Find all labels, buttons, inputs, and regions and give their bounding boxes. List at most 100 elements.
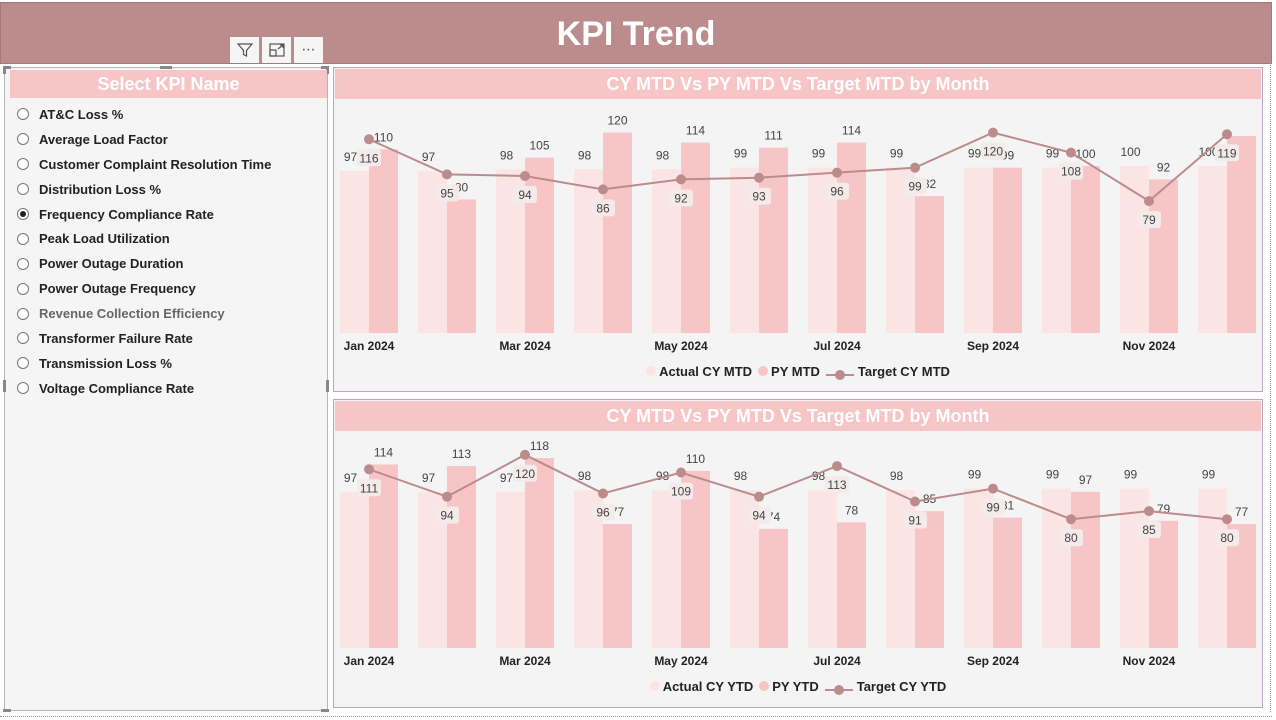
filter-icon[interactable] — [230, 37, 259, 63]
radio-button[interactable] — [17, 282, 29, 295]
slicer-item[interactable]: Peak Load Utilization — [17, 226, 271, 251]
slicer-item[interactable]: Transformer Failure Rate — [17, 326, 271, 351]
focus-mode-icon[interactable] — [262, 37, 291, 63]
legend-label: PY YTD — [772, 679, 819, 694]
bar-actual — [340, 491, 369, 648]
data-label-actual: 98 — [578, 148, 592, 162]
resize-handle[interactable] — [326, 66, 329, 74]
legend-item-py[interactable]: PY MTD — [758, 364, 820, 379]
data-label-target: 91 — [908, 513, 922, 527]
slicer-item-label: AT&C Loss % — [39, 106, 124, 122]
radio-button[interactable] — [17, 257, 29, 270]
data-label-target: 120 — [983, 145, 1003, 159]
slicer-item[interactable]: Transmission Loss % — [17, 351, 271, 376]
target-point — [1066, 514, 1076, 525]
slicer-item[interactable]: Power Outage Duration — [17, 251, 271, 276]
bar-actual — [886, 167, 915, 333]
report-header: KPI Trend — [0, 2, 1272, 64]
radio-button[interactable] — [17, 158, 29, 171]
data-label-actual: 98 — [578, 469, 592, 483]
target-point — [1222, 514, 1232, 525]
x-tick-label: Mar 2024 — [499, 654, 551, 668]
resize-handle[interactable] — [321, 709, 329, 712]
radio-button[interactable] — [17, 307, 29, 320]
radio-button[interactable] — [17, 357, 29, 370]
slicer-item[interactable]: Revenue Collection Efficiency — [17, 301, 271, 326]
bar-actual — [808, 490, 837, 648]
resize-handle[interactable] — [3, 66, 6, 74]
target-label-box — [669, 482, 693, 500]
resize-handle[interactable] — [326, 380, 329, 392]
legend-marker — [825, 370, 854, 380]
resize-handle[interactable] — [321, 66, 329, 69]
bar-py — [1149, 520, 1178, 648]
bar-py — [1227, 135, 1256, 333]
target-label-box — [591, 199, 615, 217]
data-label-actual: 99 — [968, 147, 982, 161]
target-label-box — [591, 503, 615, 521]
slicer-item-label: Peak Load Utilization — [39, 231, 170, 247]
chart-legend: Actual CY YTD PY YTD Target CY YTD — [334, 679, 1262, 695]
target-label-box — [1215, 529, 1239, 547]
data-label-py: 110 — [686, 452, 705, 466]
bar-actual — [1042, 488, 1071, 648]
data-label-target: 108 — [1061, 165, 1081, 179]
bar-actual — [1198, 488, 1227, 648]
slicer-list: AT&C Loss % Average Load Factor Customer C… — [17, 102, 271, 401]
target-point — [988, 127, 998, 138]
resize-handle[interactable] — [3, 380, 6, 392]
bar-actual — [1120, 166, 1149, 333]
bar-py — [525, 458, 554, 648]
radio-button[interactable] — [17, 232, 29, 245]
data-label-py: 92 — [1157, 160, 1171, 174]
slicer-item[interactable]: Power Outage Frequency — [17, 276, 271, 301]
more-options-icon[interactable]: ⋯ — [294, 37, 323, 63]
legend-marker — [649, 681, 660, 691]
data-label-py: 97 — [1079, 473, 1093, 487]
data-label-py: 114 — [842, 124, 861, 138]
radio-button[interactable] — [17, 332, 29, 345]
radio-button[interactable] — [17, 382, 29, 395]
data-label-py: 111 — [764, 129, 783, 143]
visual-header-toolbar: ⋯ — [230, 37, 323, 63]
target-label-box — [903, 511, 927, 529]
legend-item-actual[interactable]: Actual CY YTD — [649, 679, 753, 694]
data-label-actual: 99 — [734, 147, 748, 161]
data-label-py: 77 — [1235, 505, 1249, 519]
radio-button[interactable] — [17, 183, 29, 196]
legend-item-target[interactable]: Target CY MTD — [825, 364, 950, 380]
data-label-target: 120 — [515, 467, 535, 481]
data-label-target: 96 — [596, 505, 610, 519]
target-line — [368, 453, 1228, 521]
data-label-target: 109 — [671, 485, 691, 499]
slicer-item[interactable]: Distribution Loss % — [17, 177, 271, 202]
slicer-item[interactable]: Frequency Compliance Rate — [17, 202, 271, 227]
target-point — [910, 496, 920, 507]
radio-button[interactable] — [17, 208, 29, 220]
data-label-target: 93 — [752, 190, 766, 204]
slicer-item[interactable]: Voltage Compliance Rate — [17, 376, 271, 401]
slicer-item[interactable]: Average Load Factor — [17, 127, 271, 152]
target-label-box — [1137, 211, 1161, 229]
slicer-item-label: Distribution Loss % — [39, 181, 162, 197]
radio-button[interactable] — [17, 133, 29, 146]
x-tick-label: Jan 2024 — [344, 654, 395, 668]
resize-handle[interactable] — [3, 66, 11, 69]
resize-handle[interactable] — [3, 709, 11, 712]
legend-item-target[interactable]: Target CY YTD — [824, 679, 946, 695]
legend-item-actual[interactable]: Actual CY MTD — [646, 364, 752, 379]
resize-handle[interactable] — [160, 66, 172, 69]
page-title: KPI Trend — [556, 15, 716, 53]
radio-button[interactable] — [17, 108, 29, 121]
data-label-actual: 98 — [656, 148, 670, 162]
x-tick-label: May 2024 — [654, 654, 708, 668]
x-tick-label: Nov 2024 — [1123, 339, 1176, 353]
slicer-item-label: Voltage Compliance Rate — [39, 380, 195, 396]
x-tick-label: Jul 2024 — [813, 654, 861, 668]
slicer-item[interactable]: Customer Complaint Resolution Time — [17, 152, 271, 177]
target-point — [364, 464, 374, 475]
chart-title: CY MTD Vs PY MTD Vs Target MTD by Month — [335, 69, 1261, 99]
legend-item-py[interactable]: PY YTD — [759, 679, 819, 694]
slicer-item[interactable]: AT&C Loss % — [17, 102, 271, 127]
slicer-item-label: Power Outage Frequency — [39, 281, 196, 297]
